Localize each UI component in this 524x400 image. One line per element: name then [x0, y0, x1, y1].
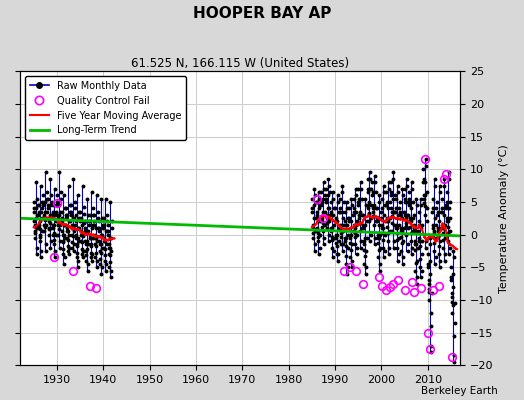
Legend: Raw Monthly Data, Quality Control Fail, Five Year Moving Average, Long-Term Tren: Raw Monthly Data, Quality Control Fail, …: [25, 76, 186, 140]
Text: HOOPER BAY AP: HOOPER BAY AP: [193, 6, 331, 21]
Y-axis label: Temperature Anomaly (°C): Temperature Anomaly (°C): [499, 144, 509, 292]
Title: 61.525 N, 166.115 W (United States): 61.525 N, 166.115 W (United States): [131, 57, 349, 70]
Text: Berkeley Earth: Berkeley Earth: [421, 386, 498, 396]
